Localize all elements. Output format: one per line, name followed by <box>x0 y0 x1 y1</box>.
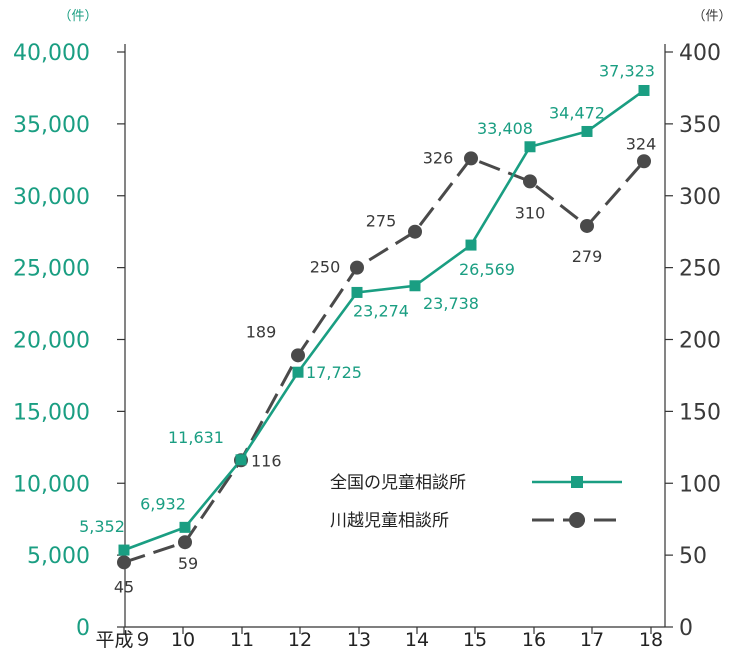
left-tick-label: 15,000 <box>13 400 90 425</box>
national-data-label: 26,569 <box>459 260 515 279</box>
national-point <box>118 544 130 556</box>
x-tick-label: 18 <box>639 629 663 651</box>
kawagoe-data-label: 275 <box>366 212 397 231</box>
x-tick-label: 平成９ <box>95 629 152 651</box>
kawagoe-point <box>464 151 478 166</box>
national-point <box>235 454 247 466</box>
national-data-label: 34,472 <box>549 103 605 122</box>
national-point <box>524 141 536 153</box>
x-tick-label: 16 <box>522 629 546 651</box>
national-data-label: 5,352 <box>79 517 125 536</box>
national-point <box>179 521 191 533</box>
right-tick-label: 250 <box>679 257 721 282</box>
national-point <box>465 239 477 251</box>
kawagoe-point <box>291 348 305 363</box>
x-tick-label: 13 <box>347 629 371 651</box>
kawagoe-point <box>117 555 131 570</box>
x-tick-label: 12 <box>288 629 312 651</box>
national-series-line <box>123 89 645 552</box>
right-tick-label: 300 <box>679 185 721 210</box>
kawagoe-data-label: 59 <box>178 554 198 573</box>
right-tick-label: 200 <box>679 329 721 354</box>
national-data-label: 37,323 <box>599 61 655 80</box>
data-labels: 5,352 6,932 11,631 17,725 23,274 23,738 26,569… <box>79 61 656 596</box>
right-tick-label: 350 <box>679 113 721 138</box>
national-data-label: 11,631 <box>168 428 224 447</box>
left-tick-label: 40,000 <box>13 41 90 66</box>
kawagoe-point <box>178 535 192 550</box>
kawagoe-point <box>523 174 537 189</box>
kawagoe-point <box>637 154 651 169</box>
axes: 0 5,000 10,000 15,000 20,000 25,000 30,000 35,0… <box>13 9 731 651</box>
national-data-label: 17,725 <box>306 363 362 382</box>
kawagoe-data-label: 116 <box>251 451 282 470</box>
national-point <box>638 84 650 96</box>
left-tick-label: 35,000 <box>13 113 90 138</box>
kawagoe-point <box>350 260 364 275</box>
left-tick-label: 20,000 <box>13 329 90 354</box>
national-point <box>581 125 593 137</box>
kawagoe-series-line <box>123 156 646 564</box>
left-tick-label: 10,000 <box>13 472 90 497</box>
x-tick-label: 11 <box>230 629 254 651</box>
kawagoe-data-label: 45 <box>114 577 134 596</box>
x-tick-label: 17 <box>580 629 604 651</box>
right-tick-label: 0 <box>679 616 693 641</box>
national-data-label: 23,274 <box>353 301 409 320</box>
left-tick-label: 25,000 <box>13 257 90 282</box>
right-tick-label: 400 <box>679 41 721 66</box>
kawagoe-data-label: 324 <box>626 134 657 153</box>
national-point <box>292 366 304 378</box>
legend-label-kawagoe: 川越児童相談所 <box>330 511 449 531</box>
right-tick-label: 50 <box>679 544 707 569</box>
left-tick-label: 0 <box>76 616 90 641</box>
right-axis-unit: （件） <box>692 9 731 24</box>
x-tick-label: 15 <box>463 629 487 651</box>
kawagoe-data-label: 279 <box>572 247 603 266</box>
x-tick-label: 10 <box>171 629 195 651</box>
left-axis-unit: （件） <box>58 9 97 24</box>
legend-marker-national <box>571 476 583 488</box>
national-data-label: 23,738 <box>423 294 479 313</box>
x-tick-label: 14 <box>405 629 429 651</box>
kawagoe-data-label: 326 <box>423 148 454 167</box>
kawagoe-data-label: 189 <box>246 322 277 341</box>
kawagoe-data-label: 310 <box>515 203 546 222</box>
national-data-label: 6,932 <box>140 494 186 513</box>
national-data-label: 33,408 <box>477 119 533 138</box>
kawagoe-data-label: 250 <box>310 258 341 277</box>
series-group <box>117 84 651 570</box>
kawagoe-point <box>580 218 594 233</box>
legend-label-national: 全国の児童相談所 <box>330 473 466 493</box>
right-tick-label: 100 <box>679 472 721 497</box>
left-tick-label: 30,000 <box>13 185 90 210</box>
left-tick-label: 5,000 <box>27 544 90 569</box>
national-point <box>409 280 421 292</box>
kawagoe-point <box>408 224 422 239</box>
national-point <box>351 286 363 298</box>
right-tick-label: 150 <box>679 400 721 425</box>
legend-marker-kawagoe <box>569 512 585 528</box>
